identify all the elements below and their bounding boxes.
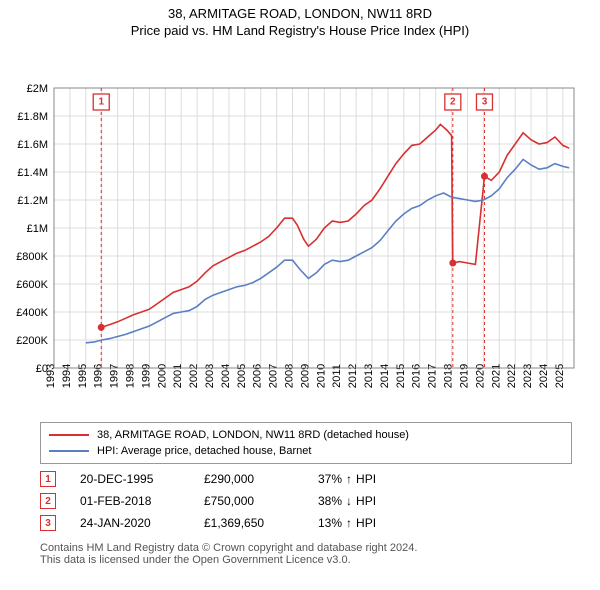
svg-text:2007: 2007 bbox=[268, 364, 280, 388]
event-price: £1,369,650 bbox=[204, 516, 294, 530]
svg-text:2015: 2015 bbox=[395, 364, 407, 388]
svg-text:2006: 2006 bbox=[252, 364, 264, 388]
event-date: 24-JAN-2020 bbox=[80, 516, 180, 530]
svg-text:2016: 2016 bbox=[411, 364, 423, 388]
event-diff: 37% ↑ HPI bbox=[318, 472, 376, 486]
svg-text:2008: 2008 bbox=[284, 364, 296, 388]
svg-text:2025: 2025 bbox=[554, 364, 566, 388]
svg-text:£200K: £200K bbox=[16, 335, 48, 347]
svg-text:£400K: £400K bbox=[16, 307, 48, 319]
svg-text:2002: 2002 bbox=[188, 364, 200, 388]
title-line-2: Price paid vs. HM Land Registry's House … bbox=[0, 23, 600, 38]
svg-text:1999: 1999 bbox=[140, 364, 152, 388]
event-row: 2 01-FEB-2018 £750,000 38% ↓ HPI bbox=[40, 490, 572, 512]
svg-text:2003: 2003 bbox=[204, 364, 216, 388]
svg-text:2018: 2018 bbox=[443, 364, 455, 388]
arrow-down-icon: ↓ bbox=[346, 494, 352, 508]
svg-text:1993: 1993 bbox=[45, 364, 57, 388]
chart-svg: £0£200K£400K£600K£800K£1M£1.2M£1.4M£1.6M… bbox=[0, 38, 600, 418]
event-diff-pct: 38% bbox=[318, 494, 342, 508]
svg-text:2019: 2019 bbox=[458, 364, 470, 388]
svg-text:1996: 1996 bbox=[93, 364, 105, 388]
event-marker-box: 1 bbox=[40, 471, 56, 487]
event-diff: 13% ↑ HPI bbox=[318, 516, 376, 530]
title-line-1: 38, ARMITAGE ROAD, LONDON, NW11 8RD bbox=[0, 6, 600, 21]
event-date: 20-DEC-1995 bbox=[80, 472, 180, 486]
chart: £0£200K£400K£600K£800K£1M£1.2M£1.4M£1.6M… bbox=[0, 38, 600, 418]
legend-box: 38, ARMITAGE ROAD, LONDON, NW11 8RD (det… bbox=[40, 422, 572, 464]
svg-text:£2M: £2M bbox=[27, 83, 48, 95]
svg-text:2009: 2009 bbox=[299, 364, 311, 388]
event-row: 1 20-DEC-1995 £290,000 37% ↑ HPI bbox=[40, 468, 572, 490]
svg-text:2: 2 bbox=[450, 97, 456, 108]
svg-text:2014: 2014 bbox=[379, 364, 391, 388]
footer: Contains HM Land Registry data © Crown c… bbox=[40, 542, 572, 566]
svg-text:1994: 1994 bbox=[61, 364, 73, 388]
event-diff-pct: 37% bbox=[318, 472, 342, 486]
svg-text:2017: 2017 bbox=[427, 364, 439, 388]
event-row: 3 24-JAN-2020 £1,369,650 13% ↑ HPI bbox=[40, 512, 572, 534]
event-diff-label: HPI bbox=[356, 516, 376, 530]
svg-text:1995: 1995 bbox=[77, 364, 89, 388]
svg-text:£1.8M: £1.8M bbox=[17, 111, 48, 123]
svg-text:2000: 2000 bbox=[156, 364, 168, 388]
footer-line-2: This data is licensed under the Open Gov… bbox=[40, 554, 572, 566]
legend-swatch bbox=[49, 434, 89, 436]
svg-text:2005: 2005 bbox=[236, 364, 248, 388]
arrow-up-icon: ↑ bbox=[346, 516, 352, 530]
svg-text:2021: 2021 bbox=[490, 364, 502, 388]
svg-text:£1.2M: £1.2M bbox=[17, 195, 48, 207]
legend-row: HPI: Average price, detached house, Barn… bbox=[49, 443, 563, 459]
svg-text:£1.4M: £1.4M bbox=[17, 167, 48, 179]
event-diff-label: HPI bbox=[356, 494, 376, 508]
svg-text:2012: 2012 bbox=[347, 364, 359, 388]
event-marker-box: 3 bbox=[40, 515, 56, 531]
svg-text:£800K: £800K bbox=[16, 251, 48, 263]
svg-text:£1M: £1M bbox=[27, 223, 48, 235]
event-date: 01-FEB-2018 bbox=[80, 494, 180, 508]
svg-text:3: 3 bbox=[482, 97, 488, 108]
event-price: £290,000 bbox=[204, 472, 294, 486]
legend-label: HPI: Average price, detached house, Barn… bbox=[97, 445, 311, 457]
svg-text:1997: 1997 bbox=[109, 364, 121, 388]
legend-swatch bbox=[49, 450, 89, 452]
legend-row: 38, ARMITAGE ROAD, LONDON, NW11 8RD (det… bbox=[49, 427, 563, 443]
svg-text:2004: 2004 bbox=[220, 364, 232, 388]
svg-text:2022: 2022 bbox=[506, 364, 518, 388]
svg-text:2001: 2001 bbox=[172, 364, 184, 388]
event-price: £750,000 bbox=[204, 494, 294, 508]
svg-text:2023: 2023 bbox=[522, 364, 534, 388]
legend-label: 38, ARMITAGE ROAD, LONDON, NW11 8RD (det… bbox=[97, 429, 409, 441]
event-diff-label: HPI bbox=[356, 472, 376, 486]
footer-line-1: Contains HM Land Registry data © Crown c… bbox=[40, 542, 572, 554]
svg-text:2020: 2020 bbox=[474, 364, 486, 388]
svg-text:£1.6M: £1.6M bbox=[17, 139, 48, 151]
event-diff-pct: 13% bbox=[318, 516, 342, 530]
svg-text:2013: 2013 bbox=[363, 364, 375, 388]
svg-text:2010: 2010 bbox=[315, 364, 327, 388]
svg-text:1: 1 bbox=[98, 97, 104, 108]
svg-text:2024: 2024 bbox=[538, 364, 550, 388]
arrow-up-icon: ↑ bbox=[346, 472, 352, 486]
event-diff: 38% ↓ HPI bbox=[318, 494, 376, 508]
events-table: 1 20-DEC-1995 £290,000 37% ↑ HPI 2 01-FEB-2018 £… bbox=[40, 468, 572, 534]
titles: 38, ARMITAGE ROAD, LONDON, NW11 8RD Pric… bbox=[0, 0, 600, 38]
event-marker-box: 2 bbox=[40, 493, 56, 509]
svg-text:£600K: £600K bbox=[16, 279, 48, 291]
svg-text:1998: 1998 bbox=[125, 364, 137, 388]
